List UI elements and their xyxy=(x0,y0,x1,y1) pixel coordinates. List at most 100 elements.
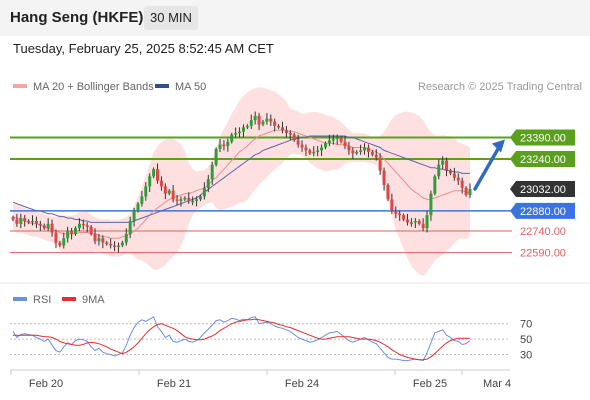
bollinger-band xyxy=(13,87,470,276)
rsi-line xyxy=(12,316,471,362)
candle-body xyxy=(222,144,226,147)
candle xyxy=(105,240,109,246)
candle-body xyxy=(351,150,355,154)
candle-body xyxy=(144,186,148,197)
candle xyxy=(409,218,413,227)
candle xyxy=(281,121,285,134)
candle-body xyxy=(425,215,429,229)
level-tag-23240: 23240.00 xyxy=(510,151,575,168)
candle-body xyxy=(249,120,253,126)
candle xyxy=(300,140,304,152)
candle-body xyxy=(42,225,46,229)
candle xyxy=(70,228,74,240)
forecast-arrow xyxy=(473,139,505,191)
candle xyxy=(425,210,429,233)
candle xyxy=(54,229,58,249)
candle-body xyxy=(226,141,230,147)
candle-body xyxy=(210,164,214,180)
candle xyxy=(370,150,374,157)
x-tick-label-feb-25: Feb 25 xyxy=(413,378,447,390)
candle-body xyxy=(85,225,89,227)
candle-body xyxy=(124,233,128,243)
candle-body xyxy=(269,118,273,122)
candle-body xyxy=(386,184,390,200)
candle-body xyxy=(437,164,441,177)
candle xyxy=(304,144,308,157)
candle-body xyxy=(316,150,320,152)
candle-body xyxy=(441,160,445,165)
candle xyxy=(277,124,281,130)
candle xyxy=(308,148,312,156)
candle xyxy=(152,167,156,179)
candle xyxy=(38,220,42,231)
candle-body xyxy=(171,190,175,200)
candle-body xyxy=(413,220,417,223)
candle-body xyxy=(241,127,245,132)
candle-body xyxy=(327,140,331,144)
candle-body xyxy=(214,148,218,165)
candle-body xyxy=(347,146,351,151)
candle-body xyxy=(421,223,425,229)
candle-body xyxy=(312,151,316,154)
candle xyxy=(363,143,367,155)
candle-body xyxy=(175,199,179,201)
candle-body xyxy=(202,187,206,197)
candle xyxy=(46,218,50,232)
candle xyxy=(179,196,183,207)
candle-body xyxy=(15,219,19,224)
candle xyxy=(124,228,128,246)
candle-body xyxy=(11,217,15,220)
x-tick-label-feb-21: Feb 21 xyxy=(157,378,191,390)
candle-body xyxy=(355,151,359,154)
candle xyxy=(257,112,261,131)
candle-body xyxy=(245,125,249,128)
candle-body xyxy=(128,220,132,234)
candle-body xyxy=(105,242,109,245)
candle xyxy=(34,216,38,229)
interval-button[interactable]: 30 MIN xyxy=(144,6,198,30)
candle xyxy=(456,173,460,185)
candle xyxy=(15,213,19,227)
candle xyxy=(339,135,343,144)
candle xyxy=(116,242,120,253)
candle-body xyxy=(343,141,347,147)
candle-body xyxy=(238,131,242,134)
candle xyxy=(323,141,327,150)
candle-body xyxy=(257,115,261,125)
candle xyxy=(187,192,191,204)
candle-body xyxy=(183,197,187,200)
candle xyxy=(31,215,35,226)
candle xyxy=(320,144,324,157)
candle xyxy=(132,207,136,227)
candle xyxy=(245,124,249,130)
candle-body xyxy=(288,133,292,135)
candle-body xyxy=(31,220,35,223)
candle-body xyxy=(409,222,413,224)
candle xyxy=(433,174,437,196)
candle xyxy=(452,167,456,181)
level-tag-bg xyxy=(510,202,575,219)
candle-body xyxy=(218,144,222,149)
candle-body xyxy=(394,210,398,214)
candle xyxy=(327,134,331,147)
candle xyxy=(241,124,245,138)
candle xyxy=(343,136,347,150)
candle xyxy=(198,194,202,202)
candle-body xyxy=(284,130,288,134)
timestamp: Tuesday, February 25, 2025 8:52:45 AM CE… xyxy=(13,41,274,56)
candle-body xyxy=(417,220,421,224)
candle xyxy=(347,141,351,155)
candle xyxy=(468,183,472,199)
candle xyxy=(144,182,148,201)
candle-body xyxy=(195,199,199,201)
candle xyxy=(128,216,132,239)
candle xyxy=(50,219,54,237)
candle-body xyxy=(323,143,327,148)
level-label-22590: 22590.00 xyxy=(520,248,566,260)
candle xyxy=(445,157,449,177)
candle xyxy=(85,222,89,233)
candle xyxy=(265,113,269,125)
candle xyxy=(230,132,234,144)
ma20-line xyxy=(12,129,470,239)
